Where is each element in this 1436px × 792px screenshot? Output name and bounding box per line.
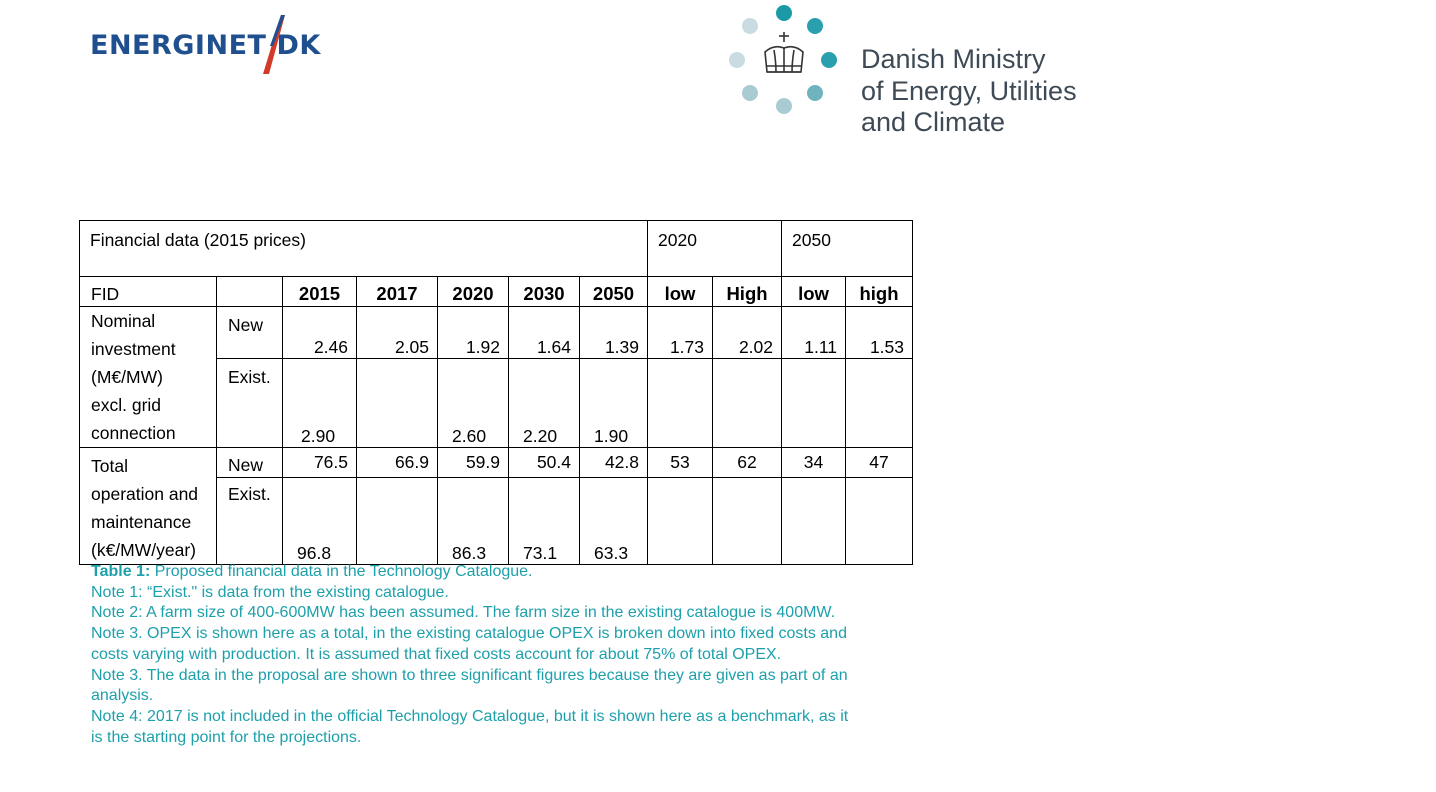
- type-label: New: [216, 306, 283, 359]
- table-cell: 50.4: [508, 446, 580, 479]
- ministry-name-line: Danish Ministry: [861, 44, 1046, 74]
- row-label-line: investment: [91, 339, 176, 359]
- year-header: 2030: [508, 276, 580, 307]
- table-notes: Table 1: Proposed financial data in the …: [91, 562, 851, 748]
- year-header: 2050: [579, 276, 648, 307]
- energinet-wordmark-right: DK: [276, 30, 321, 61]
- table-cell: 1.11: [781, 306, 846, 359]
- table-caption: Table 1: Proposed financial data in the …: [91, 562, 851, 583]
- table-cell: 86.3: [437, 477, 509, 565]
- table-cell: [712, 358, 782, 448]
- ministry-name-line: of Energy, Utilities: [861, 75, 1077, 106]
- table-cell: 53: [647, 446, 713, 479]
- financial-data-table: Financial data (2015 prices) 2020 2050 F…: [79, 220, 913, 565]
- group-header-2050: 2050: [781, 220, 913, 277]
- energinet-wordmark: ENERGINET DK: [90, 30, 321, 61]
- table-cell: 42.8: [579, 446, 648, 479]
- table-cell: 47: [845, 446, 913, 479]
- type-label: New: [216, 446, 283, 479]
- table-row: Exist. 96.8 86.3 73.1 63.3: [80, 477, 913, 565]
- table-cell: [712, 477, 782, 565]
- table-cell: 1.39: [579, 306, 648, 359]
- caption-label: Table 1:: [91, 563, 151, 580]
- energinet-wordmark-left: ENERGINET: [90, 30, 267, 61]
- table-cell: [781, 477, 846, 565]
- table-cell: [647, 477, 713, 565]
- ministry-name-line: and Climate: [861, 107, 1006, 137]
- table-cell: 1.53: [845, 306, 913, 359]
- row-label-line: maintenance: [91, 512, 192, 532]
- year-header: 2020: [437, 276, 509, 307]
- scenario-header: High: [712, 276, 782, 307]
- table-header-row: FID 2015 2017 2020 2030 2050 low High lo…: [79, 276, 913, 307]
- row-label-line: Total: [91, 456, 128, 476]
- table-cell: 63.3: [579, 477, 648, 565]
- energinet-slash-icon: [263, 15, 285, 74]
- year-header: 2015: [282, 276, 357, 307]
- table-row: Exist. 2.90 2.60 2.20 1.90: [80, 358, 913, 448]
- table-cell: 2.46: [282, 306, 357, 359]
- table-row: Nominal investment (M€/MW) excl. grid co…: [79, 306, 913, 448]
- table-cell: 2.90: [282, 358, 357, 448]
- table-cell: 1.92: [437, 306, 509, 359]
- table-cell: 2.60: [437, 358, 509, 448]
- table-row: Total operation and maintenance (k€/MW/y…: [79, 446, 913, 565]
- group-header-2020: 2020: [647, 220, 782, 277]
- table-cell: [356, 358, 438, 448]
- ministry-name: Danish Ministry of Energy, Utilities and…: [861, 44, 1077, 139]
- table-cell: [845, 358, 913, 448]
- row-label-line: Nominal: [91, 311, 156, 331]
- table-cell: 62: [712, 446, 782, 479]
- ministry-logo: Danish Ministry of Energy, Utilities and…: [722, 0, 1122, 150]
- row-label-line: connection: [91, 423, 176, 443]
- table-cell: 1.73: [647, 306, 713, 359]
- row-label-line: excl. grid: [91, 395, 162, 415]
- note-item: Note 3. The data in the proposal are sho…: [91, 666, 848, 705]
- table-cell: 96.8: [282, 477, 357, 565]
- table-cell: [647, 358, 713, 448]
- row-label-line: (M€/MW): [91, 367, 163, 387]
- header-empty-cell: [216, 276, 283, 307]
- investment-label: Nominal investment (M€/MW) excl. grid co…: [79, 306, 217, 448]
- table-cell: 1.64: [508, 306, 580, 359]
- table-cell: 1.90: [579, 358, 648, 448]
- year-header: 2017: [356, 276, 438, 307]
- table-cell: 76.5: [282, 446, 357, 479]
- scenario-header: low: [647, 276, 713, 307]
- energinet-logo: ENERGINET DK: [90, 14, 340, 76]
- table-cell: 2.02: [712, 306, 782, 359]
- table-cell: [781, 358, 846, 448]
- table-title-row: Financial data (2015 prices) 2020 2050: [79, 220, 913, 277]
- table-cell: 73.1: [508, 477, 580, 565]
- note-item: Note 2: A farm size of 400-600MW has bee…: [91, 604, 836, 622]
- note-item: Note 4: 2017 is not included in the offi…: [91, 707, 849, 746]
- note-item: Note 3. OPEX is shown here as a total, i…: [91, 625, 847, 663]
- opex-label: Total operation and maintenance (k€/MW/y…: [79, 447, 217, 565]
- scenario-header: high: [845, 276, 913, 307]
- table-cell: [845, 477, 913, 565]
- row-label-line: (k€/MW/year): [91, 540, 196, 560]
- table-cell: 59.9: [437, 446, 509, 479]
- table-cell: 34: [781, 446, 846, 479]
- caption-text: Proposed financial data in the Technolog…: [150, 563, 533, 580]
- table-title: Financial data (2015 prices): [79, 220, 648, 277]
- table-cell: 2.20: [508, 358, 580, 448]
- table-cell: 66.9: [356, 446, 438, 479]
- note-item: Note 1: “Exist." is data from the existi…: [91, 583, 449, 601]
- table-cell: 2.05: [356, 306, 438, 359]
- fid-label: FID: [79, 276, 217, 307]
- crown-emblem-icon: [729, 5, 837, 114]
- type-label: Exist.: [216, 477, 283, 565]
- scenario-header: low: [781, 276, 846, 307]
- table-cell: [356, 477, 438, 565]
- row-label-line: operation and: [91, 484, 199, 504]
- type-label: Exist.: [216, 358, 283, 448]
